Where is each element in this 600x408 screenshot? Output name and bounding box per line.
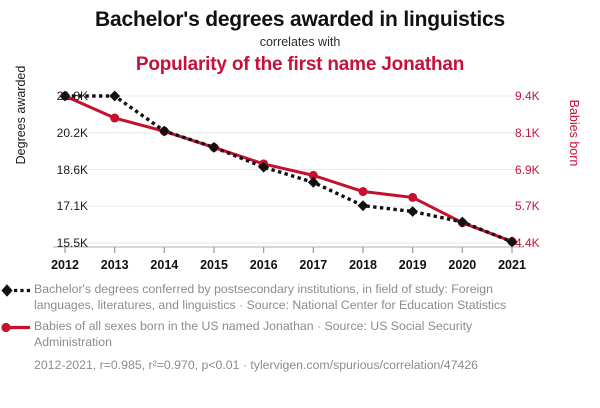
x-tick-2021: 2021: [498, 258, 526, 272]
legend-label-babies: Babies of all sexes born in the US named…: [34, 319, 473, 349]
legend-item-babies: Babies of all sexes born in the US named…: [0, 319, 600, 350]
gridlines: [57, 95, 520, 244]
series-line-babies: [63, 94, 514, 244]
x-tick-2018: 2018: [349, 258, 377, 272]
y-tick-left-0: 21.8K: [56, 89, 88, 103]
correlation-stats-line: 2012-2021, r=0.985, r²=0.970, p<0.01 · t…: [34, 358, 478, 373]
y-tick-right-3: 5.7K: [515, 199, 540, 214]
y-tick-right-0: 9.4K: [515, 89, 540, 103]
series-markers-degrees: [59, 90, 518, 248]
y-tick-right-2: 6.9K: [515, 162, 540, 177]
y-tick-left-1: 20.2K: [56, 125, 88, 140]
legend-item-degrees: Bachelor's degrees conferred by postseco…: [0, 282, 600, 313]
y-tick-right-4: 4.4K: [515, 236, 540, 250]
y-tick-left-4: 15.5K: [56, 236, 88, 250]
x-axis-line: [53, 246, 524, 253]
chart-plot-area: Degrees awarded Babies born 21.8K 20.2K …: [14, 0, 581, 272]
x-tick-2017: 2017: [299, 258, 328, 272]
y-axis-left-ticks: 21.8K 20.2K 18.6K 17.1K 15.5K: [28, 0, 88, 260]
x-tick-2020: 2020: [448, 258, 477, 272]
y-axis-left-label: Degrees awarded: [14, 65, 28, 165]
title-connector: correlates with: [259, 35, 341, 49]
legend-label-degrees: Bachelor's degrees conferred by postseco…: [34, 282, 507, 312]
x-tick-2015: 2015: [200, 258, 228, 272]
legend-marker-circle-solid-icon: [0, 320, 34, 335]
chart-legend-footer: Bachelor's degrees conferred by postseco…: [0, 282, 600, 373]
y-tick-right-1: 8.1K: [515, 125, 540, 140]
x-tick-2019: 2019: [398, 258, 427, 272]
title-block: Bachelor's degrees awarded in linguistic…: [0, 0, 600, 77]
page-title: Bachelor's degrees awarded in linguistic…: [95, 8, 505, 31]
x-tick-2014: 2014: [150, 258, 179, 272]
x-tick-2016: 2016: [249, 258, 278, 272]
y-axis-right-ticks: 9.4K 8.1K 6.9K 5.7K 4.4K: [515, 0, 575, 260]
y-tick-left-2: 18.6K: [56, 162, 88, 177]
x-tick-2012: 2012: [51, 258, 79, 272]
chart-canvas: [53, 90, 524, 253]
y-tick-left-3: 17.1K: [56, 199, 88, 214]
page-subtitle: Popularity of the first name Jonathan: [135, 54, 465, 75]
legend-marker-diamond-dotted-icon: [0, 283, 34, 298]
x-tick-2013: 2013: [100, 258, 129, 272]
